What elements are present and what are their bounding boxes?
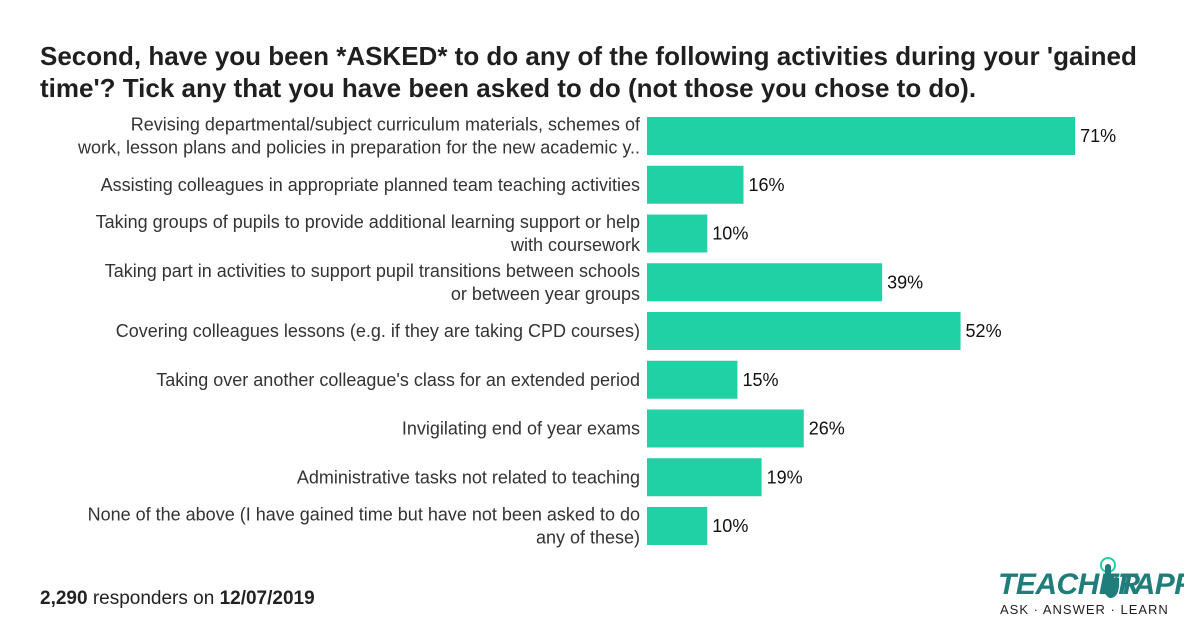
value-label-2: 16% bbox=[748, 175, 784, 195]
bar-9 bbox=[647, 507, 708, 545]
category-label-line: Revising departmental/subject curriculum… bbox=[131, 115, 641, 135]
category-label-line: Taking over another colleague's class fo… bbox=[156, 370, 640, 390]
category-label-line: work, lesson plans and policies in prepa… bbox=[77, 138, 640, 158]
category-label-6: Taking over another colleague's class fo… bbox=[156, 370, 640, 390]
category-label-line: Taking groups of pupils to provide addit… bbox=[96, 212, 640, 232]
category-label-8: Administrative tasks not related to teac… bbox=[297, 467, 640, 487]
value-label-5: 52% bbox=[966, 321, 1002, 341]
category-label-7: Invigilating end of year exams bbox=[402, 419, 640, 439]
bar-6 bbox=[647, 360, 738, 399]
bar-7 bbox=[647, 409, 804, 448]
category-label-line: Taking part in activities to support pup… bbox=[105, 261, 640, 281]
survey-date: 12/07/2019 bbox=[219, 588, 315, 609]
responders-text: responders on bbox=[87, 588, 220, 609]
category-label-4: Taking part in activities to support pup… bbox=[105, 261, 640, 304]
teacher-tapp-logo: TEACHER TAPP ASK · ANSWER · LEARN bbox=[994, 556, 1184, 622]
category-label-line: any of these) bbox=[536, 528, 640, 548]
bar-2 bbox=[647, 165, 744, 204]
category-label-9: None of the above (I have gained time bu… bbox=[88, 505, 640, 548]
category-label-line: None of the above (I have gained time bu… bbox=[88, 505, 640, 525]
category-label-1: Revising departmental/subject curriculum… bbox=[77, 115, 641, 158]
category-label-line: Assisting colleagues in appropriate plan… bbox=[101, 175, 640, 195]
bars-group: 71% Revising departmental/subject curricu… bbox=[77, 115, 1116, 548]
logo-word-tapp: TAPP bbox=[1118, 568, 1184, 601]
category-label-line: with coursework bbox=[510, 235, 641, 255]
bar-8 bbox=[647, 458, 762, 497]
pointing-hand-icon bbox=[1100, 557, 1119, 598]
value-label-6: 15% bbox=[742, 370, 778, 390]
category-label-line: Invigilating end of year exams bbox=[402, 419, 640, 439]
category-label-2: Assisting colleagues in appropriate plan… bbox=[101, 175, 640, 195]
category-label-5: Covering colleagues lessons (e.g. if the… bbox=[116, 321, 640, 341]
category-label-line: or between year groups bbox=[451, 284, 640, 304]
logo-tagline: ASK · ANSWER · LEARN bbox=[1000, 602, 1169, 617]
bar-chart: 71% Revising departmental/subject curricu… bbox=[77, 115, 1116, 548]
value-label-9: 10% bbox=[712, 516, 748, 536]
bar-5 bbox=[647, 312, 961, 350]
value-label-7: 26% bbox=[809, 419, 845, 439]
chart-title: Second, have you been *ASKED* to do any … bbox=[40, 41, 1137, 103]
value-label-3: 10% bbox=[712, 224, 748, 244]
category-label-line: Covering colleagues lessons (e.g. if the… bbox=[116, 321, 640, 341]
responders-footer: 2,290 responders on 12/07/2019 bbox=[40, 588, 315, 610]
bar-3 bbox=[647, 214, 708, 253]
responder-count: 2,290 bbox=[40, 588, 88, 609]
value-label-1: 71% bbox=[1080, 126, 1116, 146]
value-label-8: 19% bbox=[767, 467, 803, 487]
bar-4 bbox=[647, 263, 883, 302]
category-label-3: Taking groups of pupils to provide addit… bbox=[96, 212, 641, 255]
category-label-line: Administrative tasks not related to teac… bbox=[297, 467, 640, 487]
value-label-4: 39% bbox=[887, 272, 923, 292]
bar-1 bbox=[647, 117, 1076, 155]
